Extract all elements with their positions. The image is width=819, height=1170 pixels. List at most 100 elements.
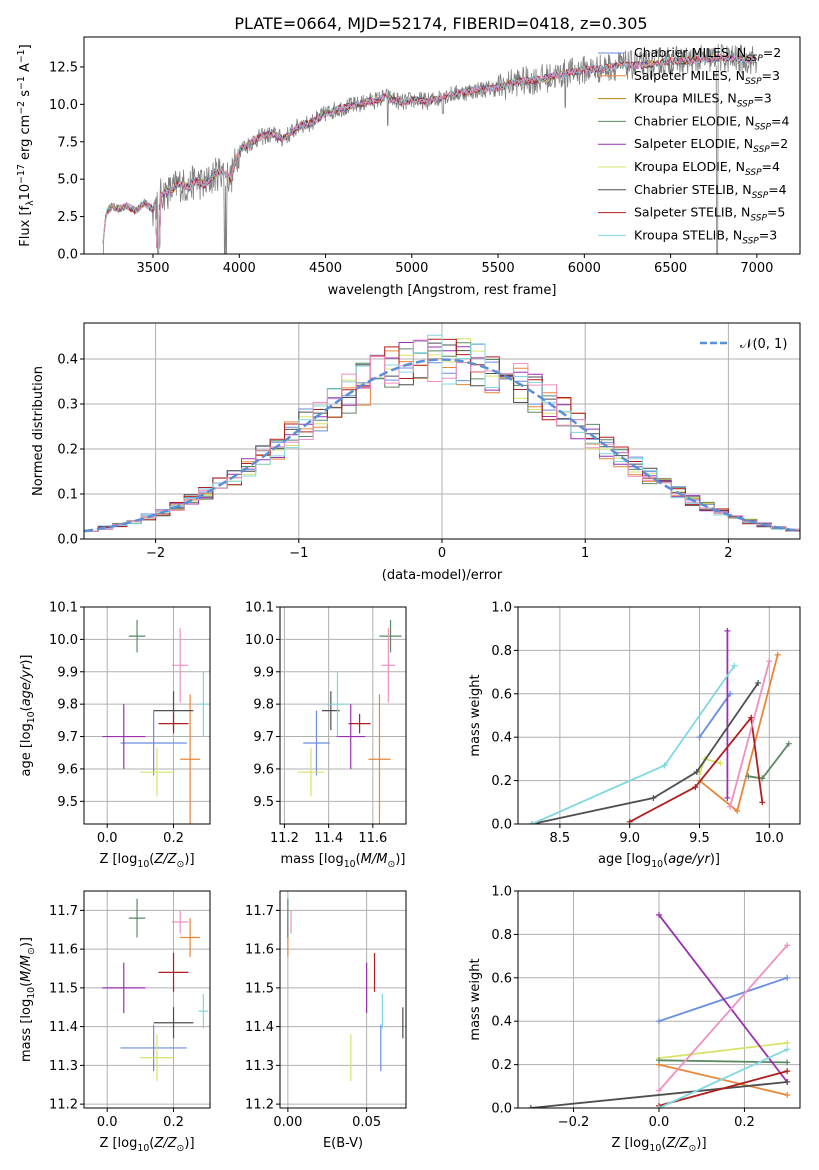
- weight-marker: [745, 773, 752, 780]
- weight-marker: [696, 734, 703, 741]
- errorbar-salpeter_miles: [368, 694, 391, 824]
- x-tick-label: 0.05: [352, 1115, 381, 1130]
- weight-marker: [656, 1087, 662, 1094]
- plot-area: [287, 898, 404, 1081]
- observed-spectrum-line: [101, 43, 757, 254]
- weight-marker: [748, 714, 755, 721]
- x-tick-label: 0.2: [163, 1115, 184, 1130]
- x-tick-label: 0.0: [649, 1115, 670, 1130]
- y-tick-label: 10.1: [245, 601, 274, 616]
- errorbar-salpeter_elodie: [102, 962, 146, 1014]
- x-tick-label: 5500: [482, 261, 515, 276]
- weight-marker: [784, 1039, 791, 1046]
- errorbar-salpeter_elodie: [102, 704, 146, 769]
- errorbar-salpeter_stelib: [158, 713, 189, 734]
- weight-marker: [650, 794, 657, 801]
- weight-marker: [724, 794, 731, 801]
- y-tick-label: 0.2: [57, 443, 78, 458]
- y-tick-label: 11.7: [49, 904, 78, 919]
- residual-panel: −2 −1 0 1 2 0.0 0.1 0.2 0.3 0.4 𝒩(0, 1) (data-model…: [31, 322, 801, 583]
- weight-marker: [784, 1059, 791, 1066]
- weight-series-chabrier_stelib: [527, 1078, 791, 1108]
- y-tick-label: 9.8: [57, 698, 78, 713]
- errorbar-chabrier_elodie: [128, 898, 146, 938]
- y-tick-label: 2.5: [57, 210, 78, 225]
- errorbar-chabrier_stelib: [322, 691, 340, 731]
- x-tick-label: −1: [289, 546, 308, 561]
- weight-line: [531, 665, 736, 824]
- y-tick-label: 11.7: [245, 904, 274, 919]
- weight-line: [658, 1070, 788, 1107]
- legend-label: Kroupa ELODIE, NSSP=4: [634, 159, 780, 178]
- axes-frame: 0.0 0.2 11.2 11.3 11.4 11.5 11.6 11.7: [49, 890, 211, 1130]
- y-tick-label: 10.1: [49, 601, 78, 616]
- weight-series-salpeter_elodie: [656, 911, 791, 1085]
- y-tick-label: 9.5: [253, 795, 274, 810]
- weight-marker: [755, 679, 762, 686]
- weight-series-kroupa_stelib: [528, 662, 738, 824]
- grid: [84, 606, 210, 824]
- x-tick-label: 9.0: [619, 831, 640, 846]
- y-tick-label: 11.2: [245, 1098, 274, 1113]
- weight-marker: [731, 662, 738, 669]
- x-tick-label: 0.00: [273, 1115, 302, 1130]
- errorbar-chabrier_miles: [303, 710, 330, 776]
- age-vs-metallicity-panel: 0.0 0.2 9.5 9.6 9.7 9.8 9.9 10.0 10.1 Z [log10(Z/…: [19, 601, 211, 870]
- y-tick-label: 1.0: [491, 885, 512, 900]
- y-tick-label: 0.3: [57, 398, 78, 413]
- grid: [518, 890, 800, 1109]
- x-tick-label: 0: [438, 546, 446, 561]
- y-tick-label: 11.6: [49, 943, 78, 958]
- plot-area: [528, 627, 792, 824]
- y-tick-label: 11.5: [245, 981, 274, 996]
- weight-line: [658, 1042, 788, 1059]
- y-tick-label: 7.5: [57, 135, 78, 150]
- plot-area: [102, 619, 209, 824]
- x-tick-label: 1: [581, 546, 589, 561]
- weight-marker: [759, 799, 766, 806]
- x-tick-label: 7000: [740, 261, 773, 276]
- y-tick-label: 11.2: [49, 1098, 78, 1113]
- weight-marker: [656, 1057, 662, 1064]
- y-tick-label: 9.9: [253, 665, 274, 680]
- mass-vs-extinction-panel: 0.00 0.05 11.2 11.3 11.4 11.5 11.6 11.7 E(B-V): [245, 890, 407, 1151]
- y-tick-label: 11.3: [245, 1059, 274, 1074]
- errorbar-pink: [171, 910, 189, 934]
- weight-marker: [661, 762, 668, 769]
- y-tick-label: 12.5: [49, 60, 78, 75]
- y-tick-label: 9.7: [57, 730, 78, 745]
- errorbar-salpeter_stelib: [158, 953, 189, 992]
- weight-marker: [784, 1046, 791, 1053]
- weight-line: [698, 693, 731, 738]
- axes-frame: 0.00 0.05 11.2 11.3 11.4 11.5 11.6 11.7: [245, 890, 407, 1130]
- weight-marker: [693, 768, 700, 775]
- errorbar-chabrier_miles: [120, 710, 187, 776]
- weight-marker: [766, 658, 773, 665]
- y-tick-label: 11.3: [49, 1059, 78, 1074]
- grid: [280, 891, 406, 1108]
- y-tick-label: 11.4: [245, 1020, 274, 1035]
- y-tick-label: 11.6: [245, 943, 274, 958]
- x-tick-label: 6000: [568, 261, 601, 276]
- weight-marker: [784, 942, 791, 949]
- grid: [280, 606, 406, 824]
- x-axis-label: Z [log10(Z/Z⊙)]: [611, 1136, 706, 1154]
- weight-series-salpeter_elodie: [724, 627, 731, 801]
- y-tick-label: 0.4: [491, 731, 512, 746]
- weight-marker: [785, 740, 792, 747]
- y-tick-label: 1.0: [491, 601, 512, 616]
- y-tick-label: 0.2: [491, 774, 512, 789]
- x-tick-label: −2: [146, 546, 165, 561]
- axes-border: [83, 36, 801, 255]
- weight-line: [658, 1059, 788, 1064]
- axes-border: [83, 890, 211, 1109]
- x-axis-label: wavelength [Angstrom, rest frame]: [328, 283, 557, 298]
- y-tick-label: 0.6: [491, 971, 512, 986]
- axes-frame: 8.5 9.0 9.5 10.0 0.0 0.2 0.4 0.6 0.8 1.0: [491, 601, 801, 846]
- axes-frame: 0.0 0.2 9.5 9.6 9.7 9.8 9.9 10.0 10.1: [49, 601, 211, 846]
- mass-weight-vs-age-panel: 8.5 9.0 9.5 10.0 0.0 0.2 0.4 0.6 0.8 1.0 age [log1…: [468, 601, 801, 870]
- y-axis-label: mass [log10(M/M⊙)]: [19, 937, 37, 1062]
- weight-series-chabrier_stelib: [528, 679, 762, 824]
- plot-area: [102, 898, 209, 1081]
- weight-marker: [528, 821, 535, 824]
